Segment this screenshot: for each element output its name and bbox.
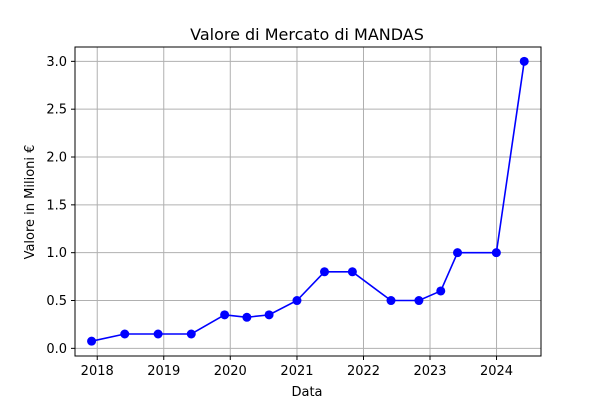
data-point — [220, 310, 230, 320]
x-tick-label: 2022 — [347, 364, 380, 379]
y-axis: 0.0 0.5 1.0 1.5 2.0 2.5 3.0 — [46, 55, 75, 357]
x-axis: 2018 2019 2020 2021 2022 2023 2024 — [81, 356, 513, 379]
data-point — [120, 329, 130, 339]
data-point — [264, 310, 274, 320]
y-tick-label: 2.0 — [46, 151, 67, 166]
data-point — [292, 296, 302, 306]
y-axis-label: Valore in Milioni € — [23, 145, 38, 260]
y-tick-label: 0.5 — [46, 294, 67, 309]
data-point — [519, 56, 529, 66]
chart-title: Valore di Mercato di MANDAS — [190, 25, 424, 44]
plot-frame — [74, 46, 542, 357]
data-point — [87, 336, 97, 346]
y-tick-label: 3.0 — [46, 55, 67, 70]
x-tick-label: 2018 — [81, 364, 114, 379]
data-point — [491, 248, 501, 258]
x-tick-label: 2020 — [214, 364, 247, 379]
data-point — [386, 296, 396, 306]
data-point — [347, 267, 357, 277]
x-tick-label: 2024 — [480, 364, 513, 379]
data-point — [436, 286, 446, 296]
x-tick-label: 2019 — [147, 364, 180, 379]
data-point — [319, 267, 329, 277]
data-point — [242, 312, 252, 322]
data-point — [453, 248, 463, 258]
x-tick-label: 2023 — [413, 364, 446, 379]
y-tick-label: 1.0 — [46, 246, 67, 261]
y-tick-label: 1.5 — [46, 198, 67, 213]
series-line — [91, 61, 526, 342]
data-point — [186, 329, 196, 339]
data-point — [153, 329, 163, 339]
y-tick-label: 2.5 — [46, 103, 67, 118]
x-axis-label: Data — [291, 385, 322, 400]
x-tick-label: 2021 — [280, 364, 313, 379]
y-tick-label: 0.0 — [46, 342, 67, 357]
series-markers — [87, 56, 529, 346]
data-point — [414, 296, 424, 306]
